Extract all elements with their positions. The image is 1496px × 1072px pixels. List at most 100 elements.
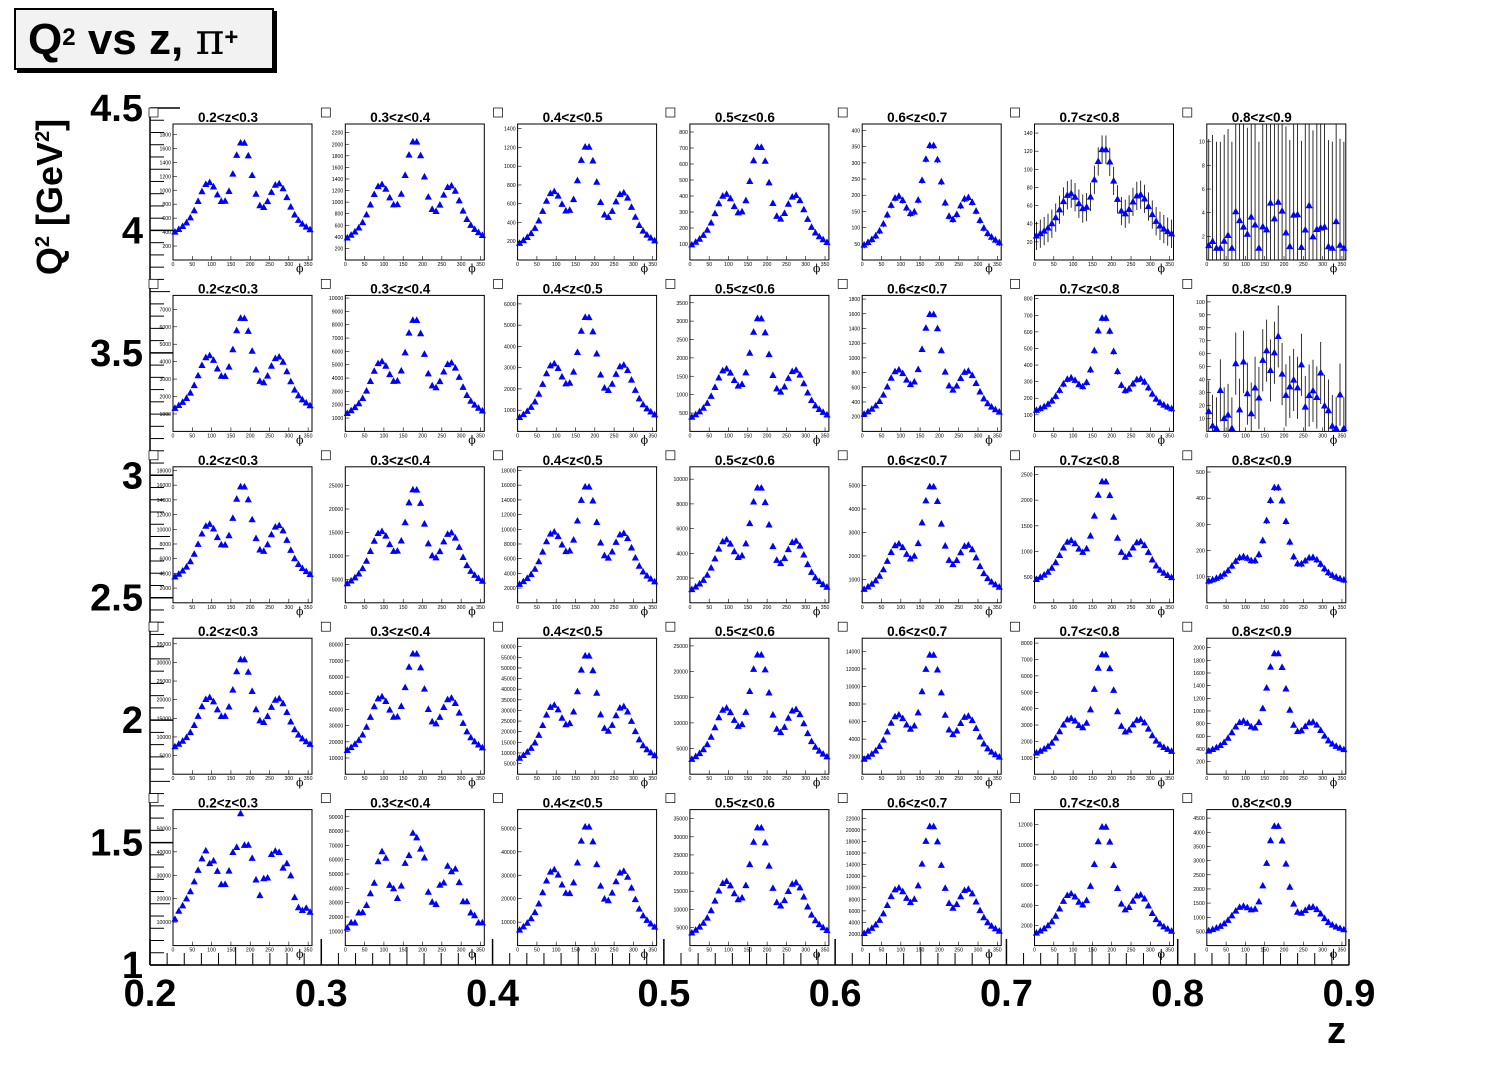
- data-point: [302, 567, 310, 575]
- panel-phi-label: ϕ: [813, 948, 821, 961]
- data-point: [1117, 548, 1125, 555]
- data-point: [1305, 201, 1313, 209]
- panel-5-4: 0.5<z<0.65000100001500020000250003000035…: [665, 793, 831, 961]
- data-point: [1048, 564, 1056, 571]
- panel-y-tick-label: 3500: [1193, 844, 1205, 850]
- data-point: [1251, 383, 1259, 391]
- data-point: [229, 514, 237, 521]
- panel-phi-label: ϕ: [1330, 433, 1338, 446]
- panel-x-tick-label: 300: [1318, 262, 1327, 268]
- data-point: [1152, 736, 1160, 744]
- data-point: [972, 207, 980, 214]
- data-point: [922, 837, 930, 844]
- panel-phi-label: ϕ: [468, 948, 476, 961]
- data-point: [566, 546, 574, 554]
- data-point: [804, 560, 812, 568]
- panel-frame: [172, 294, 313, 432]
- data-point: [194, 197, 202, 205]
- data-point: [531, 738, 539, 746]
- data-point: [868, 580, 876, 587]
- data-point: [190, 550, 198, 557]
- data-point: [784, 374, 792, 381]
- data-point: [688, 585, 696, 593]
- panel-phi-label: ϕ: [985, 605, 993, 618]
- data-point: [275, 352, 283, 360]
- panel-phi-label: ϕ: [985, 433, 993, 446]
- panel-x-tick-label: 250: [782, 433, 791, 439]
- data-point: [949, 904, 957, 911]
- data-point: [386, 540, 394, 548]
- data-point: [891, 367, 899, 375]
- data-point: [792, 705, 800, 713]
- data-point: [1324, 242, 1333, 250]
- data-point: [769, 884, 777, 891]
- data-point: [777, 901, 785, 909]
- data-point: [930, 310, 938, 318]
- panel-frame: [861, 123, 1002, 261]
- panel-x-tick-label: 200: [1280, 776, 1289, 782]
- panel-y-tick-label: 300: [852, 161, 861, 167]
- data-point: [416, 845, 425, 852]
- data-point: [539, 207, 547, 214]
- data-point: [692, 926, 700, 933]
- panel-y-tick-label: 2000: [849, 755, 861, 761]
- data-point: [1216, 572, 1224, 580]
- panel-x-tick-label: 150: [1260, 262, 1269, 268]
- panel-y-tick-label: 4000: [849, 507, 861, 513]
- data-point: [198, 854, 206, 862]
- data-point: [546, 867, 555, 875]
- panel-y-tick-label: 6000: [1021, 883, 1033, 889]
- data-point: [1324, 406, 1333, 414]
- data-point: [937, 519, 945, 527]
- data-point: [244, 151, 252, 159]
- panel-y-tick-label: 1200: [159, 174, 171, 180]
- data-point: [279, 526, 287, 534]
- data-point: [627, 717, 636, 724]
- data-point: [447, 358, 456, 366]
- panel-x-tick-label: 350: [993, 262, 1002, 268]
- panel-x-tick-label: 0: [1033, 948, 1036, 954]
- panel-y-tick-label: 14000: [501, 498, 516, 504]
- panel-z-label: 0.4<z<0.5: [543, 796, 604, 811]
- panel-x-tick-label: 100: [1069, 433, 1078, 439]
- data-point: [1044, 400, 1052, 407]
- data-point: [225, 363, 233, 370]
- data-point: [198, 187, 206, 195]
- panel-y-tick-label: 1000: [1021, 756, 1033, 762]
- panel-x-tick-label: 200: [763, 433, 772, 439]
- data-point: [1278, 836, 1286, 844]
- data-point: [1067, 373, 1075, 381]
- data-point: [362, 557, 371, 564]
- panel-x-tick-label: 250: [437, 433, 446, 439]
- data-point: [405, 663, 413, 670]
- data-point: [773, 384, 781, 392]
- panel-y-tick-label: 100: [1024, 413, 1033, 419]
- panel-y-tick-label: 5000: [676, 747, 688, 753]
- data-point: [463, 897, 471, 905]
- data-point: [366, 547, 374, 555]
- panel-y-tick-label: 8000: [849, 897, 861, 903]
- panel-y-tick-label: 2000: [1193, 887, 1205, 893]
- panel-x-tick-label: 250: [437, 776, 446, 782]
- panel-y-tick-label: 4000: [504, 571, 516, 577]
- data-point: [792, 366, 800, 373]
- data-point: [347, 406, 355, 414]
- data-point: [742, 881, 750, 889]
- panel-y-tick-label: 1800: [332, 154, 344, 160]
- data-point: [294, 216, 303, 223]
- panel-y-tick-label: 1600: [1193, 671, 1205, 677]
- data-point: [1208, 421, 1217, 429]
- panel-x-tick-label: 150: [571, 433, 580, 439]
- data-point: [1232, 207, 1240, 215]
- data-point: [1328, 422, 1336, 429]
- data-point: [1083, 896, 1091, 904]
- panel-x-tick-label: 300: [629, 433, 638, 439]
- panel-stat-icon: [493, 621, 503, 632]
- data-point: [1243, 230, 1251, 237]
- panel-x-tick-label: 350: [648, 262, 657, 268]
- panel-y-tick-label: 3000: [849, 530, 861, 536]
- data-point: [194, 540, 202, 547]
- data-point: [1094, 326, 1102, 334]
- data-point: [471, 225, 479, 232]
- panel-y-tick-label: 600: [162, 216, 171, 222]
